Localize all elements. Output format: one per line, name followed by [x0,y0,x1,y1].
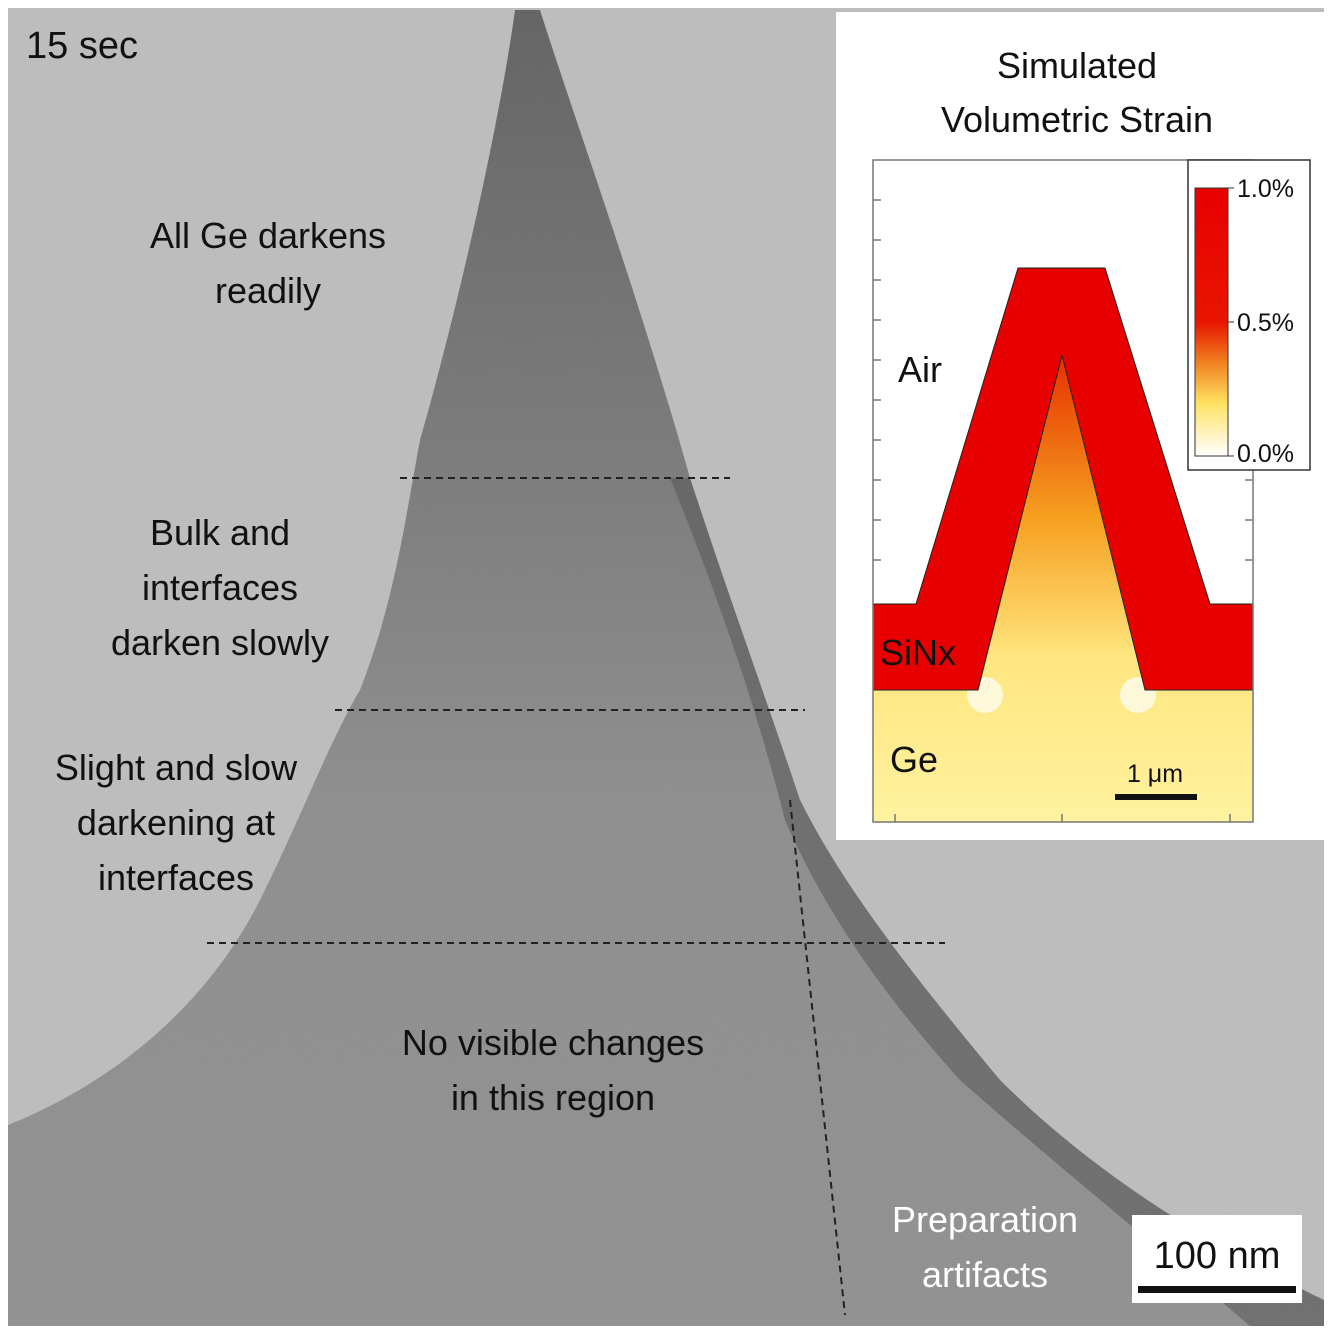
region-label: in this region [451,1077,655,1118]
scale-bar: 100 nm [1132,1215,1302,1303]
colorbar-tick: 0.5% [1237,309,1294,337]
region-label: All Ge darkens [150,215,386,256]
region-label: Bulk and [150,512,290,553]
region-label: darken slowly [111,622,329,663]
colorbar-tick: 0.0% [1237,440,1294,468]
dashed-lines [207,477,945,1316]
inset-title: Volumetric Strain [941,99,1213,140]
artifacts-label: Preparation [892,1199,1078,1240]
colorbar-tick: 1.0% [1237,175,1294,203]
inset-scale-label: 1 μm [1127,760,1183,788]
ge-label: Ge [890,739,938,780]
region-label: readily [215,270,321,311]
inset-title: Simulated [997,45,1157,86]
inset: Simulated Volumetric Strain Air SiNx Ge … [836,12,1324,840]
region-label: interfaces [98,857,254,898]
timestamp: 15 sec [26,25,138,67]
region-label: No visible changes [402,1022,704,1063]
region-label: Slight and slow [55,747,298,788]
region-label: darkening at [77,802,275,843]
region-label: interfaces [142,567,298,608]
air-label: Air [898,349,942,390]
sinx-label: SiNx [880,632,956,673]
scale-bar-label: 100 nm [1154,1235,1281,1277]
artifacts-label: artifacts [922,1254,1048,1295]
